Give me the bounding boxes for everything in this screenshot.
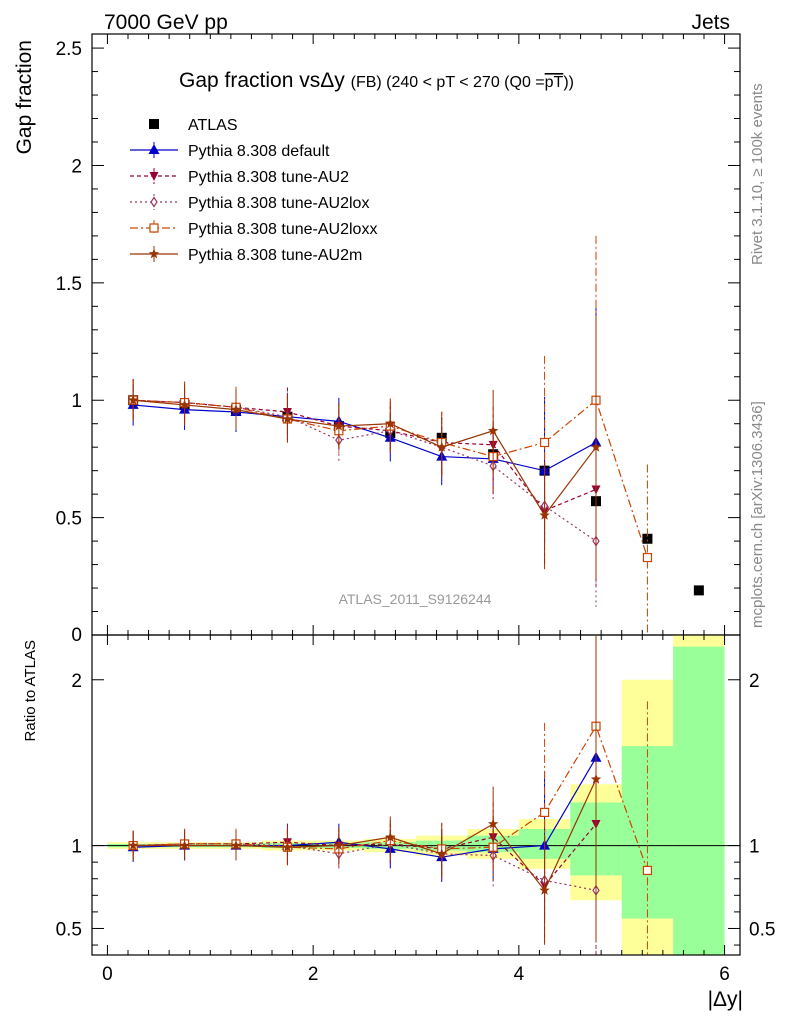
ratio-y-tick-label-right: 2 bbox=[749, 671, 760, 692]
mc-point bbox=[385, 418, 396, 429]
ratio-point bbox=[179, 840, 190, 850]
ratio-y-tick-label-right: 0.5 bbox=[749, 919, 775, 940]
chart-title: Gap fraction vsΔy (FB) (240 < pT < 270 (… bbox=[179, 69, 574, 92]
title-over: pT bbox=[545, 74, 564, 91]
ratio-point bbox=[539, 884, 550, 895]
mc-point bbox=[282, 413, 293, 424]
x-tick-label: 4 bbox=[514, 964, 525, 985]
series-line bbox=[133, 399, 597, 517]
mc-point bbox=[539, 437, 550, 448]
mc-point bbox=[179, 399, 190, 410]
mc-point bbox=[590, 441, 602, 452]
legend: ATLAS Pythia 8.308 default Pythia 8.308 tu… bbox=[130, 117, 377, 264]
ratio-series-line bbox=[133, 778, 597, 892]
series-line bbox=[133, 404, 597, 472]
rivet-label: Rivet 3.1.10, ≥ 100k events bbox=[749, 83, 766, 265]
legend-marker bbox=[148, 248, 160, 259]
main-plot: 0.5 1 1.5 2 2.5 0 bbox=[56, 33, 741, 646]
series-line bbox=[133, 399, 597, 512]
ratio-y-tick-label: 2 bbox=[71, 671, 82, 692]
x-tick-label: 2 bbox=[308, 964, 319, 985]
ratio-point bbox=[436, 848, 447, 859]
data-point bbox=[693, 585, 704, 596]
legend-marker bbox=[148, 144, 160, 154]
header-right: Jets bbox=[691, 11, 730, 34]
mcplots-label: mcplots.cern.ch [arXiv:1306.3436] bbox=[749, 401, 766, 628]
ratio-axis-label: Ratio to ATLAS bbox=[22, 640, 39, 741]
y-tick-label-zero: 0 bbox=[71, 625, 82, 646]
ratio-point bbox=[333, 840, 345, 850]
legend-marker bbox=[149, 223, 159, 233]
ratio-band-green bbox=[673, 646, 725, 955]
legend-marker bbox=[150, 196, 158, 208]
title-main: Gap fraction vsΔy bbox=[179, 69, 345, 92]
legend-marker bbox=[149, 119, 159, 129]
analysis-watermark: ATLAS_2011_S9126244 bbox=[339, 591, 492, 607]
ratio-y-tick-label-right: 1 bbox=[749, 837, 760, 858]
x-axis-label: |Δy| bbox=[708, 988, 743, 1011]
legend-label: Pythia 8.308 default bbox=[188, 143, 330, 160]
mc-point bbox=[333, 420, 345, 431]
y-tick-label: 1 bbox=[71, 391, 82, 412]
mc-point bbox=[127, 394, 139, 405]
mc-point bbox=[487, 425, 499, 436]
legend-label: ATLAS bbox=[188, 117, 238, 134]
ratio-point bbox=[487, 818, 499, 829]
legend-label: Pythia 8.308 tune-AU2lox bbox=[188, 195, 369, 212]
ratio-y-tick-label: 0.5 bbox=[56, 919, 82, 940]
mc-point bbox=[539, 509, 550, 520]
legend-label: Pythia 8.308 tune-AU2m bbox=[188, 247, 362, 264]
y-tick-label: 0.5 bbox=[56, 509, 82, 530]
svg-text:Gap fraction vsΔy (FB) (240 <: Gap fraction vsΔy (FB) (240 < pT < 270 (… bbox=[179, 69, 574, 92]
mc-point bbox=[642, 552, 653, 563]
series-line bbox=[133, 399, 597, 542]
legend-marker bbox=[149, 172, 159, 181]
title-sub: (FB) (240 < pT < 270 (Q0 = bbox=[351, 74, 545, 91]
mc-point bbox=[436, 441, 447, 452]
legend-label: Pythia 8.308 tune-AU2loxx bbox=[188, 221, 377, 238]
y-tick-label: 1.5 bbox=[56, 274, 82, 295]
x-tick-label: 6 bbox=[719, 964, 730, 985]
ratio-point bbox=[230, 840, 242, 850]
y-tick-label: 2.5 bbox=[56, 39, 82, 60]
ratio-plot: 0 2 4 6 0.5 0.5 1 1 2 2 bbox=[56, 634, 775, 985]
ratio-series-line bbox=[133, 843, 597, 891]
y-axis-label: Gap fraction bbox=[13, 40, 36, 154]
ratio-point bbox=[282, 841, 293, 852]
data-point bbox=[642, 533, 653, 544]
ratio-point bbox=[127, 840, 139, 850]
title-end: )) bbox=[563, 74, 574, 91]
ratio-point bbox=[385, 831, 396, 842]
ratio-y-tick-label: 1 bbox=[71, 837, 82, 858]
mc-point bbox=[230, 404, 242, 415]
ratio-point bbox=[642, 865, 653, 876]
legend-label: Pythia 8.308 tune-AU2 bbox=[188, 169, 349, 186]
ratio-point bbox=[590, 773, 602, 784]
header-left: 7000 GeV pp bbox=[104, 11, 228, 34]
x-tick-label: 0 bbox=[102, 964, 113, 985]
y-tick-label: 2 bbox=[71, 156, 82, 177]
ratio-point bbox=[539, 807, 550, 818]
